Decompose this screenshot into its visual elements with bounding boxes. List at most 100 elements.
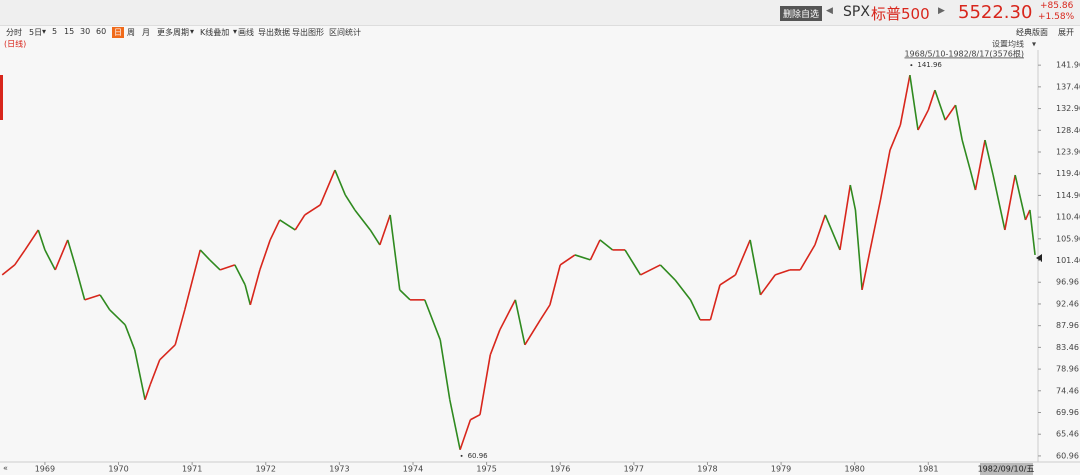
x-tick-label: 1973 (329, 465, 349, 474)
y-tick-label: 96.96 (1056, 278, 1079, 287)
y-tick-label: 137.46 (1056, 82, 1080, 91)
price-segment (899, 74, 911, 126)
toolbar-item[interactable]: 区间统计 (329, 28, 361, 37)
toolbar-item[interactable]: 5 (52, 27, 58, 36)
symbol: SPX (843, 4, 870, 20)
next-arrow[interactable]: ▶ (938, 6, 945, 16)
price-segment (54, 239, 69, 271)
price-segment (889, 124, 902, 151)
price-segment (174, 309, 186, 346)
dropdown-arrow[interactable]: ▾ (233, 27, 238, 36)
x-tick-label: 1974 (403, 465, 423, 474)
price-segment (759, 274, 776, 296)
toolbar-item[interactable]: 月 (142, 28, 150, 37)
price-segment (734, 239, 751, 276)
price-segment (379, 214, 391, 246)
price-segment (244, 284, 252, 306)
symbol-name: 标普500 (871, 5, 930, 23)
price-segment (133, 349, 146, 400)
price: 5522.30 (958, 2, 1033, 23)
toolbar-item[interactable]: 日 (112, 27, 124, 38)
y-tick-label: 87.96 (1056, 321, 1079, 330)
extreme-label: 60.96 (468, 452, 489, 460)
price-segment (424, 299, 441, 341)
price-segment (499, 299, 517, 331)
toolbar-item[interactable]: 导出图形 (292, 28, 324, 37)
price-segment (219, 264, 236, 271)
y-tick-label: 60.96 (1056, 451, 1079, 460)
price-segment (799, 244, 816, 271)
dropdown-arrow[interactable]: ▾ (190, 27, 195, 36)
price-segment (514, 299, 526, 345)
range-label: 1968/5/10-1982/8/17(3576根) (904, 49, 1024, 59)
price-segment (559, 254, 576, 266)
price-segment (549, 264, 562, 306)
price-segment (84, 294, 101, 301)
y-tick-label: 101.46 (1056, 256, 1080, 265)
extreme-marker (910, 64, 913, 67)
ma-setting-arrow[interactable]: ▾ (1032, 40, 1036, 49)
x-tick-label: 1978 (697, 465, 717, 474)
ma-setting[interactable]: 设置均线 (992, 40, 1024, 49)
toolbar-item[interactable]: 30 (80, 27, 91, 36)
price-segment (861, 249, 871, 291)
x-tick-label: 1975 (476, 465, 496, 474)
toolbar-item[interactable]: 分时 (6, 28, 22, 37)
price-segment (839, 184, 852, 251)
price-segment (824, 214, 841, 251)
y-tick-label: 105.96 (1056, 234, 1080, 243)
scroll-left[interactable]: « (3, 464, 8, 473)
toolbar-right-item[interactable]: 经典版面 (1016, 28, 1048, 37)
price-segment (624, 249, 642, 276)
price-segment (917, 109, 930, 131)
prev-arrow[interactable]: ◀ (826, 6, 833, 16)
price-segment (869, 199, 882, 251)
price-segment (344, 194, 356, 211)
price-pointer (1036, 254, 1042, 262)
price-segment (144, 384, 151, 401)
y-tick-label: 128.46 (1056, 126, 1080, 135)
price-segment (934, 89, 946, 121)
price-segment (909, 75, 919, 131)
toolbar-item[interactable]: 5日 (29, 28, 43, 37)
price-segment (449, 399, 461, 450)
price-segment (319, 169, 336, 206)
toolbar: 分时 5日 ▾ 5 15 30 60 日周月更多周期 ▾ K线叠加 ▾ 画线 导出数据 导出图形 区间统计经… (0, 25, 1080, 40)
toolbar-item[interactable]: 周 (127, 28, 135, 37)
toolbar-item[interactable]: 画线 (238, 28, 254, 37)
price-segment (659, 264, 676, 281)
price-segment (389, 214, 401, 290)
price-segment (539, 304, 551, 321)
remove-watchlist-button[interactable]: 删除自选 (780, 6, 823, 21)
price-segment (66, 239, 76, 266)
price-segment (599, 239, 613, 251)
cursor-date-box (980, 463, 1033, 475)
y-tick-label: 92.46 (1056, 299, 1079, 308)
price-segment (489, 329, 501, 356)
toolbar-item[interactable]: 15 (64, 27, 75, 36)
price-segment (37, 229, 46, 251)
y-tick-label: 69.96 (1056, 408, 1079, 417)
price-segment (439, 339, 451, 400)
price-segment (99, 294, 111, 311)
toolbar-item[interactable]: K线叠加 (200, 28, 230, 37)
y-tick-label: 110.46 (1056, 213, 1080, 222)
price-segment (44, 249, 56, 271)
price-segment (399, 289, 411, 301)
toolbar-item[interactable]: 60 (96, 27, 107, 36)
top-bar: 删除自选 ◀ SPX 标普500 ▶ 5522.30 +85.86 +1.58% (0, 0, 1080, 26)
price-segment (109, 309, 126, 326)
price-segment (984, 139, 994, 176)
price-segment (470, 414, 481, 421)
price-segment (774, 269, 791, 276)
dropdown-arrow[interactable]: ▾ (42, 27, 47, 36)
price-segment (14, 249, 26, 266)
price-segment (74, 264, 86, 301)
price-segment (879, 149, 891, 201)
toolbar-right-item[interactable]: 展开 (1058, 28, 1074, 37)
price-segment (304, 204, 321, 216)
y-tick-label: 83.46 (1056, 343, 1079, 352)
toolbar-item[interactable]: 更多周期 (157, 28, 189, 37)
toolbar-item[interactable]: 导出数据 (258, 28, 290, 37)
